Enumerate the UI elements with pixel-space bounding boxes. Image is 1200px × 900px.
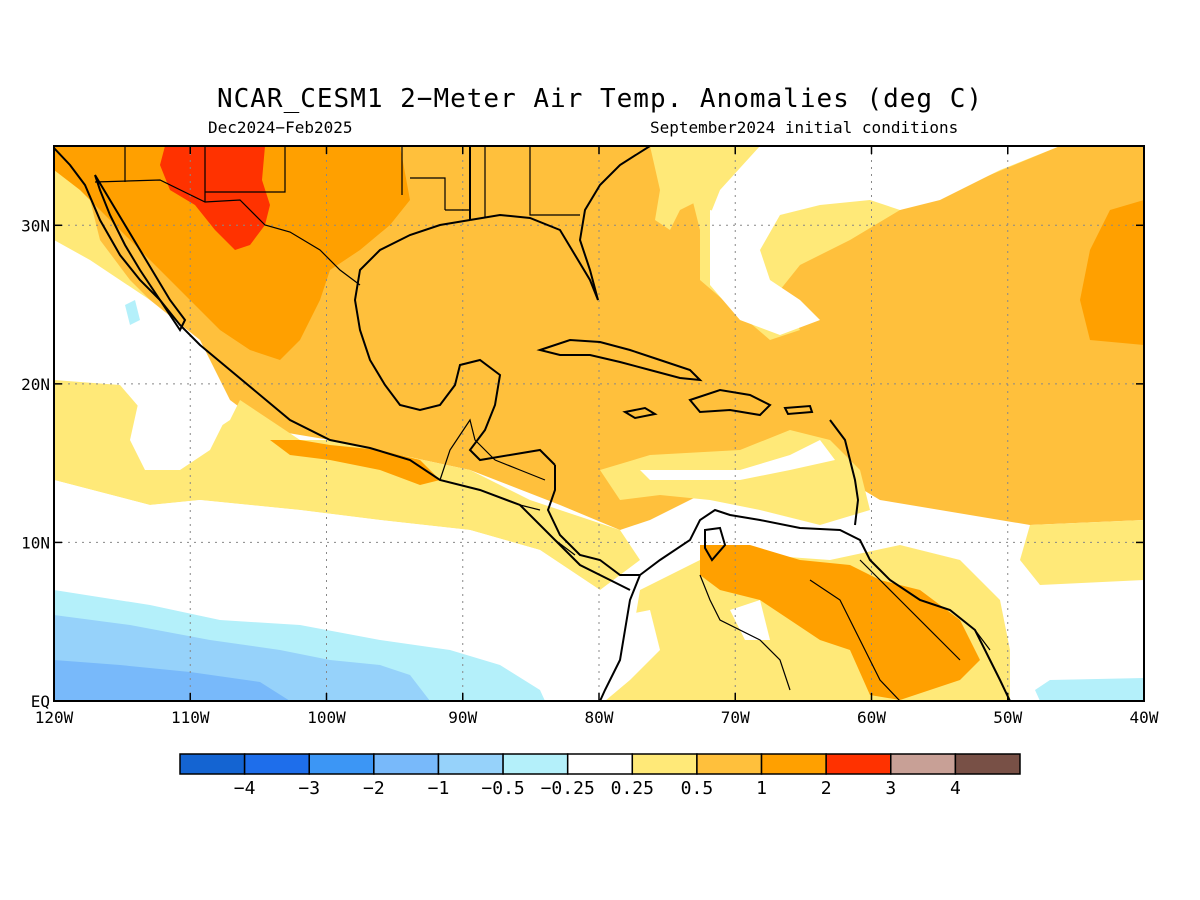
map-gridlines [54, 146, 1144, 701]
coastline-gulf-north [469, 213, 599, 301]
contour-neutral-atlantic [710, 146, 1060, 250]
lon-tick-label: 110W [171, 708, 210, 727]
coastline-lesser-antilles [829, 419, 860, 526]
colorbar-label: 4 [950, 778, 961, 799]
coastlines [54, 146, 1011, 701]
contour-0.25-to-0.5-southeast-atlantic [1020, 520, 1144, 585]
lon-tick-label: 120W [35, 708, 74, 727]
coastline-florida-east [578, 146, 651, 301]
contour-neutral-caribbean [640, 440, 835, 480]
colorbar-swatch [825, 753, 892, 775]
contour-1-to-2-north-atlantic [1080, 200, 1144, 345]
colorbar-swatch [954, 753, 1021, 775]
colorbar-swatch [760, 753, 827, 775]
colorbar-label: 0.25 [611, 778, 654, 799]
political-borders [94, 146, 991, 701]
coastline-hispaniola [688, 388, 772, 417]
colorbar-swatch [437, 753, 504, 775]
forecast-period: Dec2024−Feb2025 [208, 118, 353, 137]
colorbar-label: −1 [428, 778, 450, 799]
contour-1-to-2-mexico-us [54, 146, 410, 360]
colorbar-label: −3 [298, 778, 320, 799]
coastline-puerto-rico [783, 404, 814, 416]
colorbar-swatch [890, 753, 957, 775]
lon-tick-label: 60W [857, 708, 886, 727]
contour-cool-south-atlantic [1035, 678, 1144, 701]
colorbar-label: −0.25 [541, 778, 595, 799]
lon-tick-label: 90W [448, 708, 477, 727]
colorbar-swatch [373, 753, 440, 775]
contour-2-to-3-southwest [160, 146, 270, 250]
contour-neutral-ecuador [600, 610, 660, 701]
lon-tick-label: 70W [721, 708, 750, 727]
coastline-lake-maracaibo [704, 526, 727, 562]
lat-tick-label: 20N [21, 375, 50, 394]
border-us-states [124, 146, 580, 218]
contour-0.25-to-0.5-pacific [54, 380, 640, 590]
contour-0.25-to-0.5-eastern-us [650, 146, 760, 230]
colorbar-swatch [179, 753, 246, 775]
initial-conditions: September2024 initial conditions [650, 118, 959, 137]
colorbar-swatch [566, 753, 634, 775]
coastline-gulf-of-mexico [353, 219, 556, 466]
latitude-ticks: 30N 20N 10N EQ [21, 216, 1144, 711]
longitude-ticks: 120W 110W 100W 90W 80W 70W 60W 50W 40W [35, 146, 1159, 727]
coastline-north-america-west [54, 147, 631, 591]
lat-tick-label: 10N [21, 533, 50, 552]
border-central-america [439, 418, 576, 556]
colorbar-label: 3 [885, 778, 896, 799]
colorbar-swatch [696, 753, 763, 775]
colorbar-swatch [308, 753, 375, 775]
colorbar-label: −2 [363, 778, 385, 799]
contour-neutral-mid-pacific [130, 385, 225, 470]
lat-tick-label: 30N [21, 216, 50, 235]
colorbar-swatch [502, 753, 569, 775]
border-south-america [699, 559, 991, 701]
coastline-baja [94, 174, 187, 332]
contour-1-to-2-venezuela [700, 545, 980, 700]
colorbar-label: 1 [756, 778, 767, 799]
coastline-south-america-north [639, 508, 1011, 701]
coastline-central-america-east [546, 465, 640, 576]
border-us-mexico [94, 179, 361, 286]
colorbar: −4 −3 −2 −1 −0.5 −0.25 0.25 0.5 1 2 3 4 [179, 753, 1021, 799]
colorbar-label: 0.5 [681, 778, 714, 799]
map-title: NCAR_CESM1 2−Meter Air Temp. Anomalies (… [216, 84, 984, 114]
lon-tick-label: 80W [585, 708, 614, 727]
colorbar-label: −0.5 [481, 778, 524, 799]
contour-neutral-atlantic-inner [710, 210, 820, 335]
coastline-cuba [536, 338, 703, 382]
contour-minus-1-to-minus-2 [54, 660, 290, 701]
colorbar-label: 2 [821, 778, 832, 799]
contour-cool-baja [125, 300, 140, 325]
coastline-jamaica [622, 406, 658, 420]
colorbar-swatch [631, 753, 698, 775]
contour-neutral-south-atlantic [1020, 580, 1144, 685]
colorbar-swatch [243, 753, 310, 775]
lon-tick-label: 40W [1130, 708, 1159, 727]
contour-1-to-2-gulf-coast [270, 440, 440, 485]
anomaly-contours [54, 146, 1144, 701]
lon-tick-label: 100W [307, 708, 346, 727]
lat-tick-label: EQ [31, 692, 50, 711]
coastline-south-america-west [599, 574, 641, 701]
lon-tick-label: 50W [993, 708, 1022, 727]
colorbar-label: −4 [234, 778, 256, 799]
